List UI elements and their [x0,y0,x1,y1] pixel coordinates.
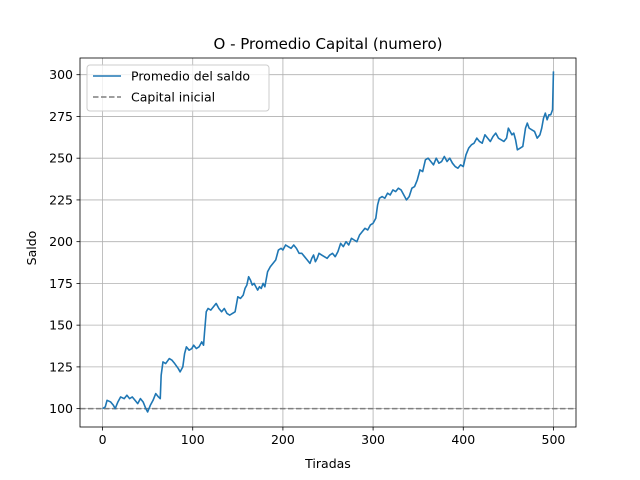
x-tick-label: 400 [451,432,475,447]
series-line-promedio [102,71,555,413]
y-tick-label: 125 [49,359,73,374]
y-axis-label: Saldo [24,231,39,266]
x-tick-label: 500 [542,432,566,447]
y-tick-label: 250 [49,151,73,166]
y-tick-label: 300 [49,67,73,82]
legend-box [86,64,270,112]
plot-series [80,71,576,413]
x-axis-label: Tiradas [304,456,351,471]
y-tick-label: 200 [49,234,73,249]
chart-title: O - Promedio Capital (numero) [214,35,443,53]
y-tick-label: 275 [49,109,73,124]
legend: Promedio del saldo Capital inicial [86,64,270,112]
x-tick-label: 300 [361,432,385,447]
y-tick-label: 175 [49,276,73,291]
y-tick-label: 150 [49,318,73,333]
legend-label-promedio: Promedio del saldo [131,69,250,84]
y-tick-label: 225 [49,192,73,207]
legend-label-capital: Capital inicial [131,90,215,105]
y-tick-label: 100 [49,401,73,416]
x-tick-label: 0 [99,432,107,447]
axes-frame [79,57,577,428]
x-tick-label: 100 [181,432,205,447]
x-tick-label: 200 [271,432,295,447]
axis-ticks: 0 100 200 300 400 500 100 125 150 175 200 225 250 275… [49,67,565,447]
